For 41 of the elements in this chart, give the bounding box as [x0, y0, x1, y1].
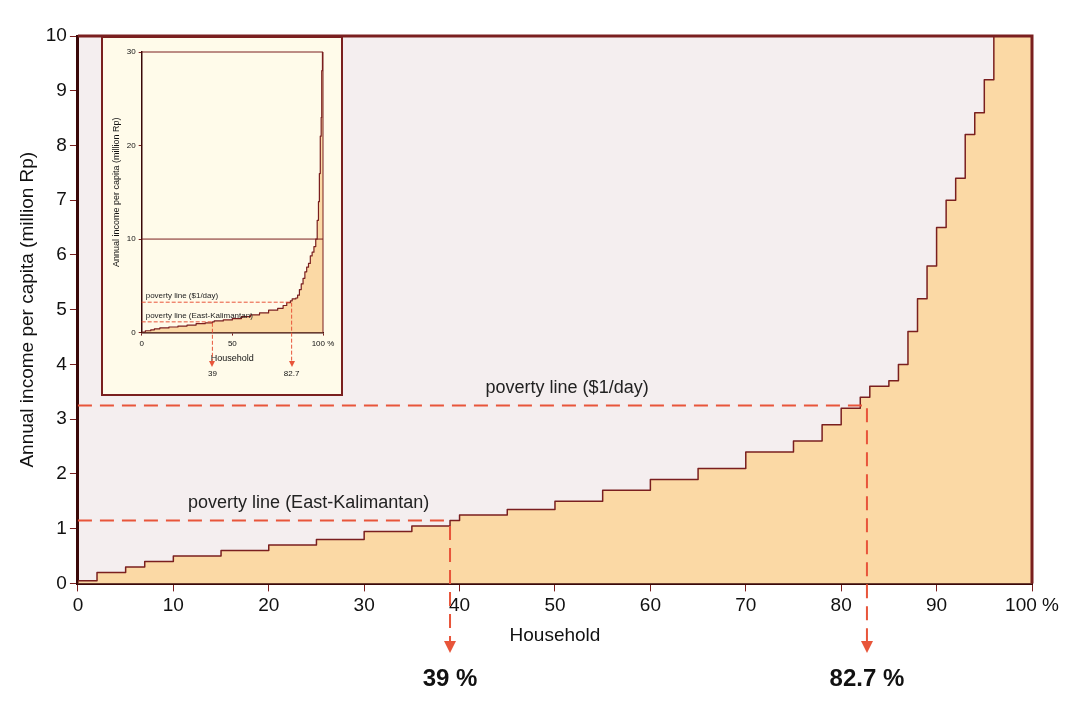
x-tick-label: 100 %	[311, 338, 335, 348]
ref-line-label: 82.7	[283, 368, 300, 378]
y-tick-label: 1	[56, 516, 67, 538]
x-tick-label: 10	[162, 594, 184, 616]
y-tick-label: 0	[131, 327, 137, 337]
ref-line-label: poverty line (East-Kalimantan)	[188, 492, 430, 513]
x-axis-title: Household	[210, 353, 254, 364]
x-tick-label: 20	[258, 594, 280, 616]
ref-line-label: poverty line ($1/day)	[485, 377, 649, 398]
ref-line-label: 39 %	[422, 664, 478, 692]
y-tick-label: 30	[126, 47, 137, 57]
ref-line-label: poverty line (East-Kalimantan)	[145, 311, 254, 321]
x-tick-label: 40	[448, 594, 471, 616]
x-tick-label: 50	[227, 338, 238, 348]
x-tick-label: 0	[72, 594, 84, 616]
y-axis-title: Annual income per capita (million Rp)	[15, 151, 37, 468]
y-tick-label: 8	[56, 133, 67, 155]
y-tick-label: 2	[56, 462, 67, 484]
x-tick-label: 100 %	[1005, 594, 1060, 616]
y-tick-label: 7	[56, 188, 67, 210]
x-axis-title: Household	[509, 623, 601, 645]
x-tick-label: 60	[639, 594, 661, 616]
y-tick-label: 0	[56, 571, 67, 593]
ref-line-label: 82.7 %	[829, 664, 905, 692]
y-tick-label: 5	[56, 297, 67, 319]
y-tick-label: 10	[126, 234, 137, 244]
y-tick-label: 3	[56, 407, 67, 429]
y-axis-title: Annual income per capita (million Rp)	[110, 117, 121, 268]
x-tick-label: 30	[353, 594, 375, 616]
x-tick-label: 80	[830, 594, 852, 616]
x-tick-label: 70	[735, 594, 757, 616]
x-tick-label: 50	[544, 594, 566, 616]
x-tick-label: 0	[139, 338, 145, 348]
ref-line-label: poverty line ($1/day)	[145, 291, 219, 301]
x-tick-label: 90	[926, 594, 948, 616]
y-tick-label: 20	[126, 140, 137, 150]
y-tick-label: 9	[56, 78, 67, 100]
y-tick-label: 10	[45, 24, 67, 46]
y-tick-label: 4	[56, 352, 68, 374]
ref-line-label: 39	[207, 368, 218, 378]
y-tick-label: 6	[56, 243, 67, 265]
